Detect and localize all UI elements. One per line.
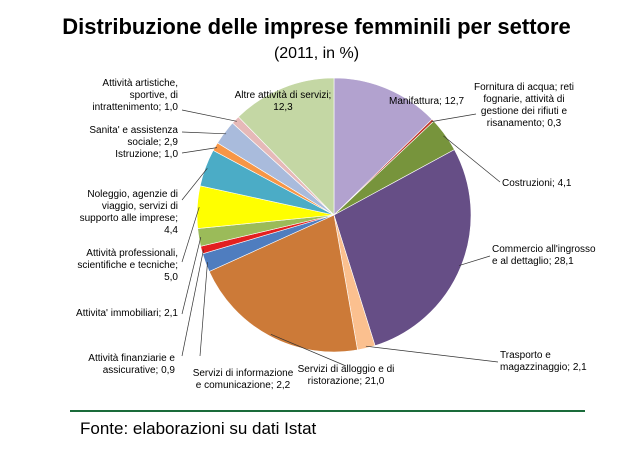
leader-line	[181, 237, 202, 315]
pie-chart: Manifattura; 12,7 Fornitura di acqua; ret…	[76, 77, 596, 391]
slice-label: Servizi di informazione e comunicazione; …	[193, 368, 294, 391]
slice-label: Attivita' immobiliari; 2,1	[76, 308, 178, 319]
leader-line	[365, 345, 499, 363]
pie-slice	[208, 214, 358, 353]
slice-label: Noleggio, agenzie di viaggio, servizi di s…	[80, 189, 179, 236]
slice-label: Sanita' e assistenza sociale; 2,9	[89, 125, 178, 148]
slice-label: Altre attività di servizi; 12,3	[235, 90, 332, 113]
leader-line	[181, 109, 237, 122]
leader-line	[458, 255, 491, 266]
leader-line	[270, 333, 347, 367]
leader-line	[431, 113, 477, 122]
leader-line	[181, 249, 204, 357]
slice-label: Fornitura di acqua; reti fognarie, attivi…	[474, 82, 574, 129]
slice-label: Trasporto e magazzinaggio; 2,1	[500, 350, 587, 373]
slice-label: Attività artistiche, sportive, di intratte…	[92, 78, 178, 113]
slice-label: Servizi di alloggio e di ristorazione; 21…	[298, 364, 395, 387]
slice-label: Attività professionali, scientifiche e te…	[77, 248, 178, 283]
slice-label: Costruzioni; 4,1	[502, 178, 572, 189]
footer-divider	[70, 410, 585, 412]
leader-line	[181, 207, 200, 263]
slice-label: Attività finanziarie e assicurative; 0,9	[88, 353, 175, 376]
leader-line	[199, 262, 208, 357]
leader-line	[181, 168, 208, 201]
chart-subtitle: (2011, in %)	[273, 45, 360, 62]
leader-line	[181, 147, 218, 154]
slice-label: Commercio all'ingrosso e al dettaglio; 28…	[492, 244, 596, 267]
chart-title: Distribuzione delle imprese femminili pe…	[62, 14, 571, 39]
slice-label: Manifattura; 12,7	[389, 96, 464, 107]
leader-line	[443, 135, 501, 183]
source-note: Fonte: elaborazioni su dati Istat	[80, 419, 317, 438]
pie-slice	[333, 149, 472, 347]
leader-line	[181, 131, 227, 135]
pie-slice	[238, 77, 335, 216]
slice-label: Istruzione; 1,0	[115, 149, 178, 160]
pie-slice	[333, 77, 433, 216]
